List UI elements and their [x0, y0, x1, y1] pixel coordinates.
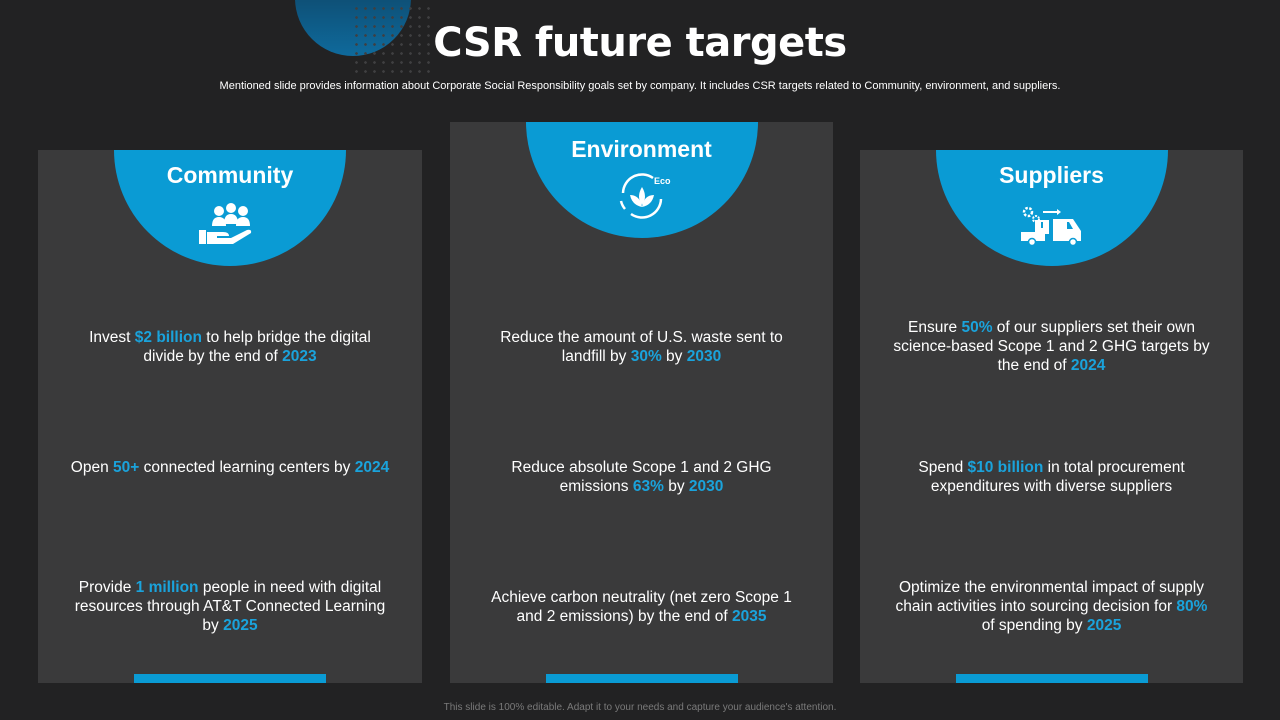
community-card: Community Invest $2 billion to help brid… — [38, 150, 422, 683]
community-header-circle: Community — [114, 150, 346, 266]
suppliers-target-3: Optimize the environmental impact of sup… — [895, 579, 1208, 634]
suppliers-card: Suppliers Ensure 50% of our suppliers se… — [860, 150, 1243, 683]
community-target-1: Invest $2 billion to help bridge the dig… — [89, 329, 371, 365]
community-target-3: Provide 1 million people in need with di… — [74, 579, 386, 634]
delivery-truck-icon — [1020, 206, 1081, 247]
suppliers-header-circle: Suppliers — [935, 150, 1168, 266]
environment-target-1: Reduce the amount of U.S. waste sent to … — [500, 329, 783, 365]
environment-card: Environment Eco Reduce the amount of U.S… — [450, 122, 833, 683]
environment-title: Environment — [571, 136, 712, 162]
suppliers-title: Suppliers — [999, 162, 1104, 188]
community-accent-bar — [134, 674, 326, 683]
suppliers-target-2: Spend $10 billion in total procurement e… — [918, 459, 1185, 495]
community-title: Community — [166, 162, 294, 188]
slide-footer: This slide is 100% editable. Adapt it to… — [443, 702, 837, 713]
community-hands-icon — [199, 203, 252, 244]
eco-icon-label: Eco — [654, 176, 671, 186]
slide-title: CSR future targets — [433, 20, 847, 66]
community-target-2: Open 50+ connected learning centers by 2… — [70, 459, 390, 476]
suppliers-target-1: Ensure 50% of our suppliers set their ow… — [893, 319, 1210, 374]
slide-subtitle: Mentioned slide provides information abo… — [219, 80, 1061, 92]
environment-target-3: Achieve carbon neutrality (net zero Scop… — [491, 589, 792, 625]
decorative-dot-grid — [352, 4, 432, 74]
environment-header-circle: Environment Eco — [525, 122, 758, 238]
environment-target-2: Reduce absolute Scope 1 and 2 GHG emissi… — [511, 459, 772, 495]
eco-leaf-icon: Eco — [619, 173, 671, 219]
suppliers-accent-bar — [955, 674, 1148, 683]
environment-accent-bar — [545, 674, 738, 683]
